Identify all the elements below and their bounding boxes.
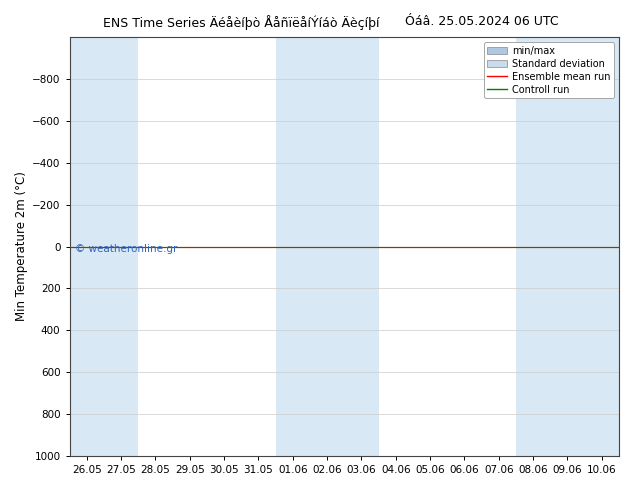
Bar	[344, 37, 378, 456]
Y-axis label: Min Temperature 2m (°C): Min Temperature 2m (°C)	[15, 172, 28, 321]
Text: © weatheronline.gr: © weatheronline.gr	[75, 245, 178, 254]
Legend: min/max, Standard deviation, Ensemble mean run, Controll run: min/max, Standard deviation, Ensemble me…	[484, 42, 614, 98]
Bar	[276, 37, 310, 456]
Bar	[550, 37, 585, 456]
Bar	[104, 37, 138, 456]
Text: ENS Time Series Äéåèíþò ÅåñïëåíÝíáò Äèçíþí: ENS Time Series Äéåèíþò ÅåñïëåíÝíáò Äèçí…	[103, 15, 379, 30]
Bar	[70, 37, 104, 456]
Bar	[310, 37, 344, 456]
Bar	[585, 37, 619, 456]
Bar	[516, 37, 550, 456]
Text: Óáâ. 25.05.2024 06 UTC: Óáâ. 25.05.2024 06 UTC	[405, 15, 559, 28]
